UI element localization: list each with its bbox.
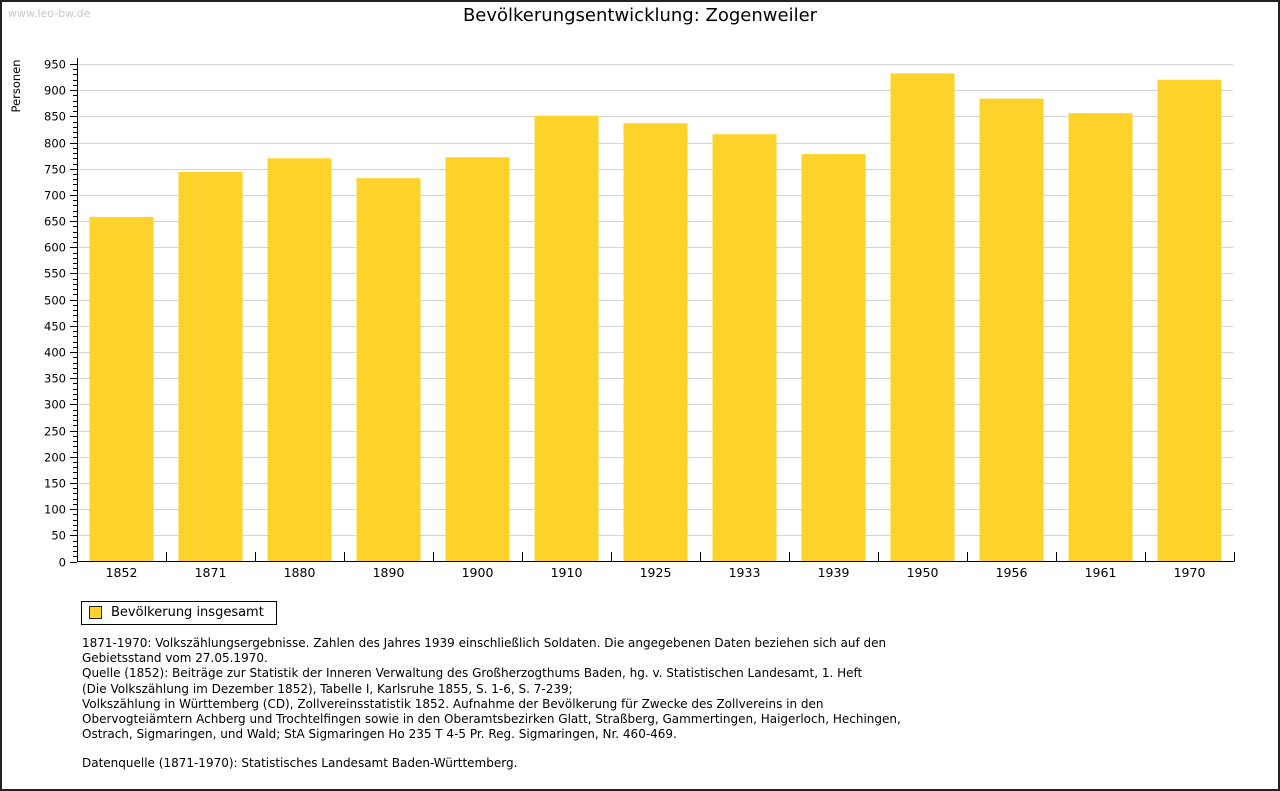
svg-text:200: 200 xyxy=(44,451,66,465)
bar-1880 xyxy=(267,158,332,562)
watermark: www.leo-bw.de xyxy=(8,7,91,20)
bar-1910 xyxy=(534,115,599,562)
footnotes: 1871-1970: Volkszählungsergebnisse. Zahl… xyxy=(82,636,1218,772)
svg-text:300: 300 xyxy=(44,398,66,412)
bar-1950 xyxy=(890,73,955,562)
svg-text:650: 650 xyxy=(44,215,66,229)
page-title: Bevölkerungsentwicklung: Zogenweiler xyxy=(462,5,818,26)
legend-label: Bevölkerung insgesamt xyxy=(111,605,264,620)
legend-swatch-icon xyxy=(89,606,102,619)
legend: Bevölkerung insgesamt xyxy=(81,601,277,625)
bar-1871 xyxy=(178,171,243,562)
svg-text:1956: 1956 xyxy=(996,565,1028,580)
svg-text:1910: 1910 xyxy=(551,565,583,580)
bar-1933 xyxy=(712,134,777,562)
svg-text:1852: 1852 xyxy=(106,565,138,580)
footnote-line: Quelle (1852): Beiträge zur Statistik de… xyxy=(82,666,863,681)
bars xyxy=(89,73,1222,562)
svg-text:1970: 1970 xyxy=(1174,565,1206,580)
svg-text:450: 450 xyxy=(44,320,66,334)
footnote-line: Volkszählung in Württemberg (CD), Zollve… xyxy=(82,696,824,711)
svg-text:250: 250 xyxy=(44,425,66,439)
bar-1961 xyxy=(1068,113,1133,562)
y-axis: 0 50 100 150 200 250 300 350 400 450 500 550 600 650 7… xyxy=(9,58,78,570)
svg-text:800: 800 xyxy=(44,137,66,151)
footnote-line: (Die Volkszählung im Dezember 1852), Tab… xyxy=(82,681,573,696)
category-labels: 1852 1871 1880 1890 1900 1910 1925 1933 1939 1950… xyxy=(106,565,1206,580)
bar-1970 xyxy=(1157,79,1222,562)
svg-text:750: 750 xyxy=(44,163,66,177)
x-axis xyxy=(77,552,1235,562)
svg-text:150: 150 xyxy=(44,477,66,491)
svg-text:1925: 1925 xyxy=(640,565,672,580)
svg-text:1933: 1933 xyxy=(729,565,761,580)
svg-text:50: 50 xyxy=(51,529,66,543)
svg-text:950: 950 xyxy=(44,58,66,72)
datasource-note: Datenquelle (1871-1970): Statistisches L… xyxy=(82,756,518,771)
population-bar-chart: 0 50 100 150 200 250 300 350 400 450 500 550 600 650 7… xyxy=(9,58,1235,580)
svg-text:1950: 1950 xyxy=(907,565,939,580)
svg-text:900: 900 xyxy=(44,84,66,98)
svg-text:1939: 1939 xyxy=(818,565,850,580)
svg-text:550: 550 xyxy=(44,267,66,281)
svg-text:850: 850 xyxy=(44,110,66,124)
bar-1852 xyxy=(89,216,154,562)
svg-text:1890: 1890 xyxy=(373,565,405,580)
svg-text:1900: 1900 xyxy=(462,565,494,580)
bar-1925 xyxy=(623,123,688,562)
svg-text:500: 500 xyxy=(44,294,66,308)
svg-text:350: 350 xyxy=(44,372,66,386)
bar-1956 xyxy=(979,98,1044,562)
svg-text:0: 0 xyxy=(59,556,66,570)
bar-1900 xyxy=(445,157,510,562)
svg-text:700: 700 xyxy=(44,189,66,203)
footnote-line: Ostrach, Sigmaringen, und Wald; StA Sigm… xyxy=(82,727,677,742)
svg-text:100: 100 xyxy=(44,503,66,517)
svg-text:1880: 1880 xyxy=(284,565,316,580)
y-axis-title: Personen xyxy=(9,59,23,112)
footnote-line: Gebietsstand vom 27.05.1970. xyxy=(82,651,268,666)
svg-text:400: 400 xyxy=(44,346,66,360)
svg-text:1961: 1961 xyxy=(1085,565,1117,580)
svg-text:600: 600 xyxy=(44,241,66,255)
bar-1939 xyxy=(801,154,866,562)
footnote-line: Obervogteiämtern Achberg und Trochtelfin… xyxy=(82,712,901,727)
footnote-line: 1871-1970: Volkszählungsergebnisse. Zahl… xyxy=(82,636,887,650)
svg-text:1871: 1871 xyxy=(195,565,227,580)
bar-1890 xyxy=(356,178,421,562)
